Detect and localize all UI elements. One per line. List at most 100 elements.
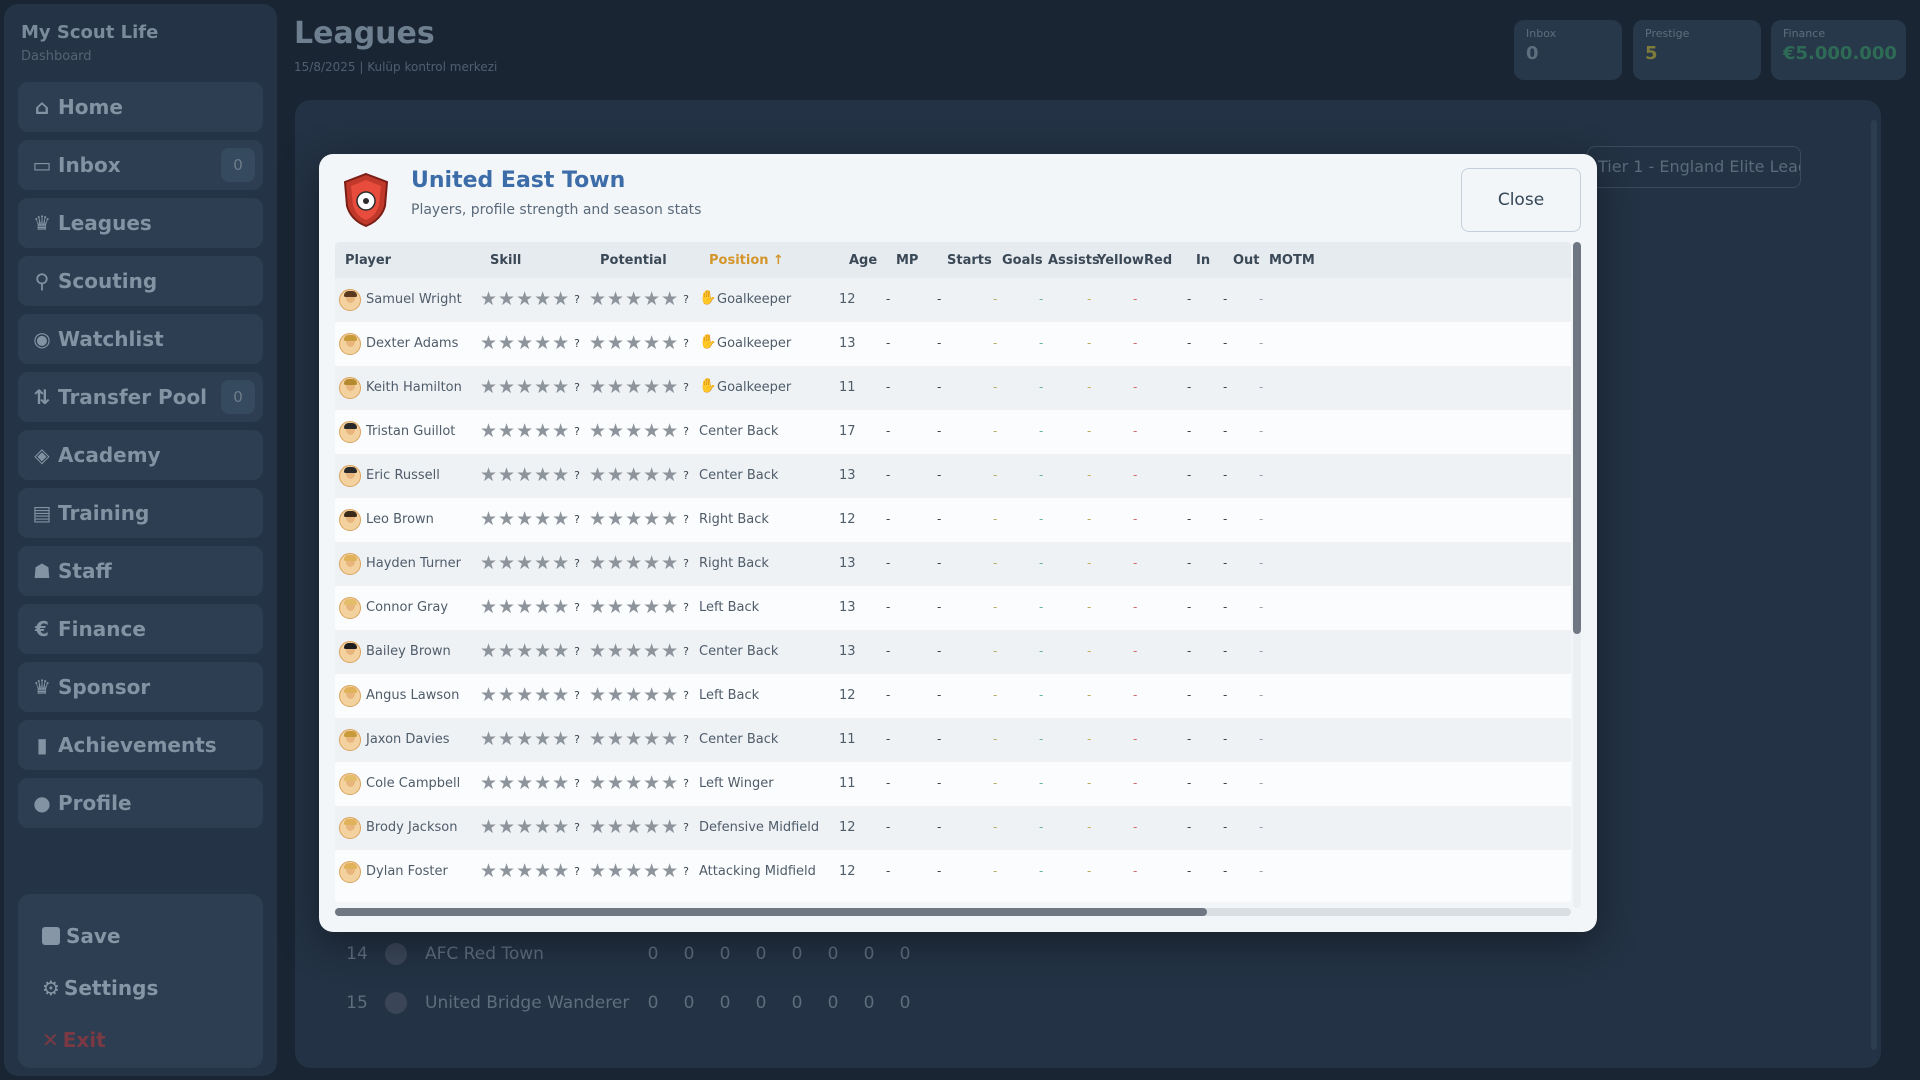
standing-val: 0 xyxy=(647,944,659,964)
player-name[interactable]: Angus Lawson xyxy=(366,688,460,703)
sidebar-item-achievements[interactable]: ▮ Achievements xyxy=(18,720,263,770)
stat-cell: - xyxy=(1259,644,1264,658)
player-name[interactable]: Bailey Brown xyxy=(366,644,451,659)
table-horizontal-scrollbar[interactable] xyxy=(335,908,1571,916)
sidebar-item-finance[interactable]: € Finance xyxy=(18,604,263,654)
column-header-position[interactable]: Position ↑ xyxy=(709,253,784,268)
stat-cell: - xyxy=(886,864,891,878)
table-vertical-scrollbar[interactable] xyxy=(1573,242,1581,908)
sidebar-item-transfer-pool[interactable]: ⇅ Transfer Pool 0 xyxy=(18,372,263,422)
standings-row[interactable]: 15 United Bridge Wanderer 0 0 0 0 0 0 0 … xyxy=(339,983,923,1023)
sidebar-item-staff[interactable]: ☗ Staff xyxy=(18,546,263,596)
sidebar-item-home[interactable]: ⌂ Home xyxy=(18,82,263,132)
settings-button[interactable]: ⚙ Settings xyxy=(42,962,239,1014)
close-icon: ✕ xyxy=(42,1028,59,1052)
player-name[interactable]: Jaxon Davies xyxy=(366,732,450,747)
column-header-motm[interactable]: MOTM xyxy=(1269,253,1315,268)
stat-cell: - xyxy=(1039,600,1044,614)
table-row[interactable]: Dylan Foster ★★★★★? ★★★★★? Attacking Midfie… xyxy=(335,850,1571,894)
avatar xyxy=(339,685,361,707)
floppy-icon xyxy=(42,927,60,945)
player-name[interactable]: Cole Campbell xyxy=(366,776,461,791)
sidebar-item-academy[interactable]: ◈ Academy xyxy=(18,430,263,480)
stat-cell: - xyxy=(1039,864,1044,878)
unknown-mark: ? xyxy=(574,601,582,614)
sidebar-item-label: Sponsor xyxy=(58,675,151,699)
unknown-mark: ? xyxy=(683,821,691,834)
player-name[interactable]: Hayden Turner xyxy=(366,556,461,571)
column-header-in[interactable]: In xyxy=(1196,253,1211,268)
player-name[interactable]: Dexter Adams xyxy=(366,336,459,351)
stat-cell: - xyxy=(886,600,891,614)
unknown-mark: ? xyxy=(683,865,691,878)
close-button[interactable]: Close xyxy=(1461,168,1581,232)
stat-cell: - xyxy=(1087,468,1092,482)
goalkeeper-glove-icon: ✋ xyxy=(699,334,717,350)
sidebar-item-leagues[interactable]: ♛ Leagues xyxy=(18,198,263,248)
sidebar-item-profile[interactable]: ● Profile xyxy=(18,778,263,828)
standings-row[interactable]: 14 AFC Red Town 0 0 0 0 0 0 0 0 xyxy=(339,934,923,974)
table-row[interactable]: Bailey Brown ★★★★★? ★★★★★? Center Back 13- - -… xyxy=(335,630,1571,674)
sidebar-item-watchlist[interactable]: ◉ Watchlist xyxy=(18,314,263,364)
team-modal: United East Town Players, profile streng… xyxy=(319,154,1597,932)
standing-val: 0 xyxy=(755,944,767,964)
sidebar-item-inbox[interactable]: ▭ Inbox 0 xyxy=(18,140,263,190)
table-row[interactable]: Connor Gray ★★★★★? ★★★★★? Left Back 13- - - - - -… xyxy=(335,586,1571,630)
stat-cell: - xyxy=(1039,512,1044,526)
table-row[interactable]: Brody Jackson ★★★★★? ★★★★★? Defensive Midfi… xyxy=(335,806,1571,850)
player-name[interactable]: Eric Russell xyxy=(366,468,440,483)
column-header-age[interactable]: Age xyxy=(849,253,878,268)
stat-label: Inbox xyxy=(1526,27,1557,40)
scrollbar-thumb[interactable] xyxy=(335,908,1207,916)
skill-stars: ★★★★★? xyxy=(480,422,581,441)
player-name[interactable]: Keith Hamilton xyxy=(366,380,462,395)
column-header-assists[interactable]: Assists xyxy=(1048,253,1100,268)
potential-star-icons: ★★★★★ xyxy=(589,332,680,354)
column-header-starts[interactable]: Starts xyxy=(947,253,992,268)
stat-cell: - xyxy=(993,776,998,790)
sidebar-item-sponsor[interactable]: ♛ Sponsor xyxy=(18,662,263,712)
panel-scrollbar[interactable] xyxy=(1871,120,1877,1050)
stat-cell: - xyxy=(937,468,942,482)
table-row[interactable]: Dexter Adams ★★★★★? ★★★★★? ✋ Goalkeeper 13- - -… xyxy=(335,322,1571,366)
table-row[interactable]: Keith Hamilton ★★★★★? ★★★★★? ✋ Goalkeeper 11-… xyxy=(335,366,1571,410)
table-row[interactable]: Leo Brown ★★★★★? ★★★★★? Right Back 12- - - - - - -… xyxy=(335,498,1571,542)
table-row[interactable]: Samuel Wright ★★★★★? ★★★★★? ✋ Goalkeeper 12- -… xyxy=(335,278,1571,322)
column-header-potential[interactable]: Potential xyxy=(600,253,667,268)
standing-val: 0 xyxy=(827,993,839,1013)
stat-cell: - xyxy=(1087,600,1092,614)
table-row[interactable]: Tristan Guillot ★★★★★? ★★★★★? Center Back 17… xyxy=(335,410,1571,454)
sidebar-actions: Save ⚙ Settings ✕ Exit xyxy=(18,894,263,1068)
player-name[interactable]: Leo Brown xyxy=(366,512,434,527)
sidebar-item-scouting[interactable]: ⚲ Scouting xyxy=(18,256,263,306)
unknown-mark: ? xyxy=(574,513,582,526)
save-button[interactable]: Save xyxy=(42,910,239,962)
sidebar-item-training[interactable]: ▤ Training xyxy=(18,488,263,538)
player-age: 12 xyxy=(839,864,856,879)
table-row[interactable]: Hayden Turner ★★★★★? ★★★★★? Right Back 13- - -… xyxy=(335,542,1571,586)
column-header-yellow[interactable]: Yellow xyxy=(1097,253,1144,268)
potential-star-icons: ★★★★★ xyxy=(589,596,680,618)
column-header-player[interactable]: Player xyxy=(345,253,392,268)
column-header-goals[interactable]: Goals xyxy=(1002,253,1043,268)
column-header-red[interactable]: Red xyxy=(1144,253,1173,268)
skill-star-icons: ★★★★★ xyxy=(480,376,571,398)
player-name[interactable]: Dylan Foster xyxy=(366,864,448,879)
player-position: Goalkeeper xyxy=(717,380,792,395)
column-header-mp[interactable]: MP xyxy=(896,253,919,268)
skill-star-icons: ★★★★★ xyxy=(480,596,571,618)
exit-button[interactable]: ✕ Exit xyxy=(42,1014,239,1066)
table-row[interactable]: Eric Russell ★★★★★? ★★★★★? Center Back 13- - -… xyxy=(335,454,1571,498)
scrollbar-thumb[interactable] xyxy=(1573,242,1581,634)
table-row[interactable]: Cole Campbell ★★★★★? ★★★★★? Left Winger 11- -… xyxy=(335,762,1571,806)
column-header-skill[interactable]: Skill xyxy=(490,253,522,268)
player-name[interactable]: Brody Jackson xyxy=(366,820,458,835)
table-row[interactable]: Angus Lawson ★★★★★? ★★★★★? Left Back 12- - - - -… xyxy=(335,674,1571,718)
player-age: 11 xyxy=(839,380,856,395)
stat-cell: - xyxy=(1187,556,1192,570)
player-name[interactable]: Connor Gray xyxy=(366,600,449,615)
player-name[interactable]: Tristan Guillot xyxy=(366,424,456,439)
table-row[interactable]: Jaxon Davies ★★★★★? ★★★★★? Center Back 11- - -… xyxy=(335,718,1571,762)
player-name[interactable]: Samuel Wright xyxy=(366,292,462,307)
column-header-out[interactable]: Out xyxy=(1233,253,1260,268)
